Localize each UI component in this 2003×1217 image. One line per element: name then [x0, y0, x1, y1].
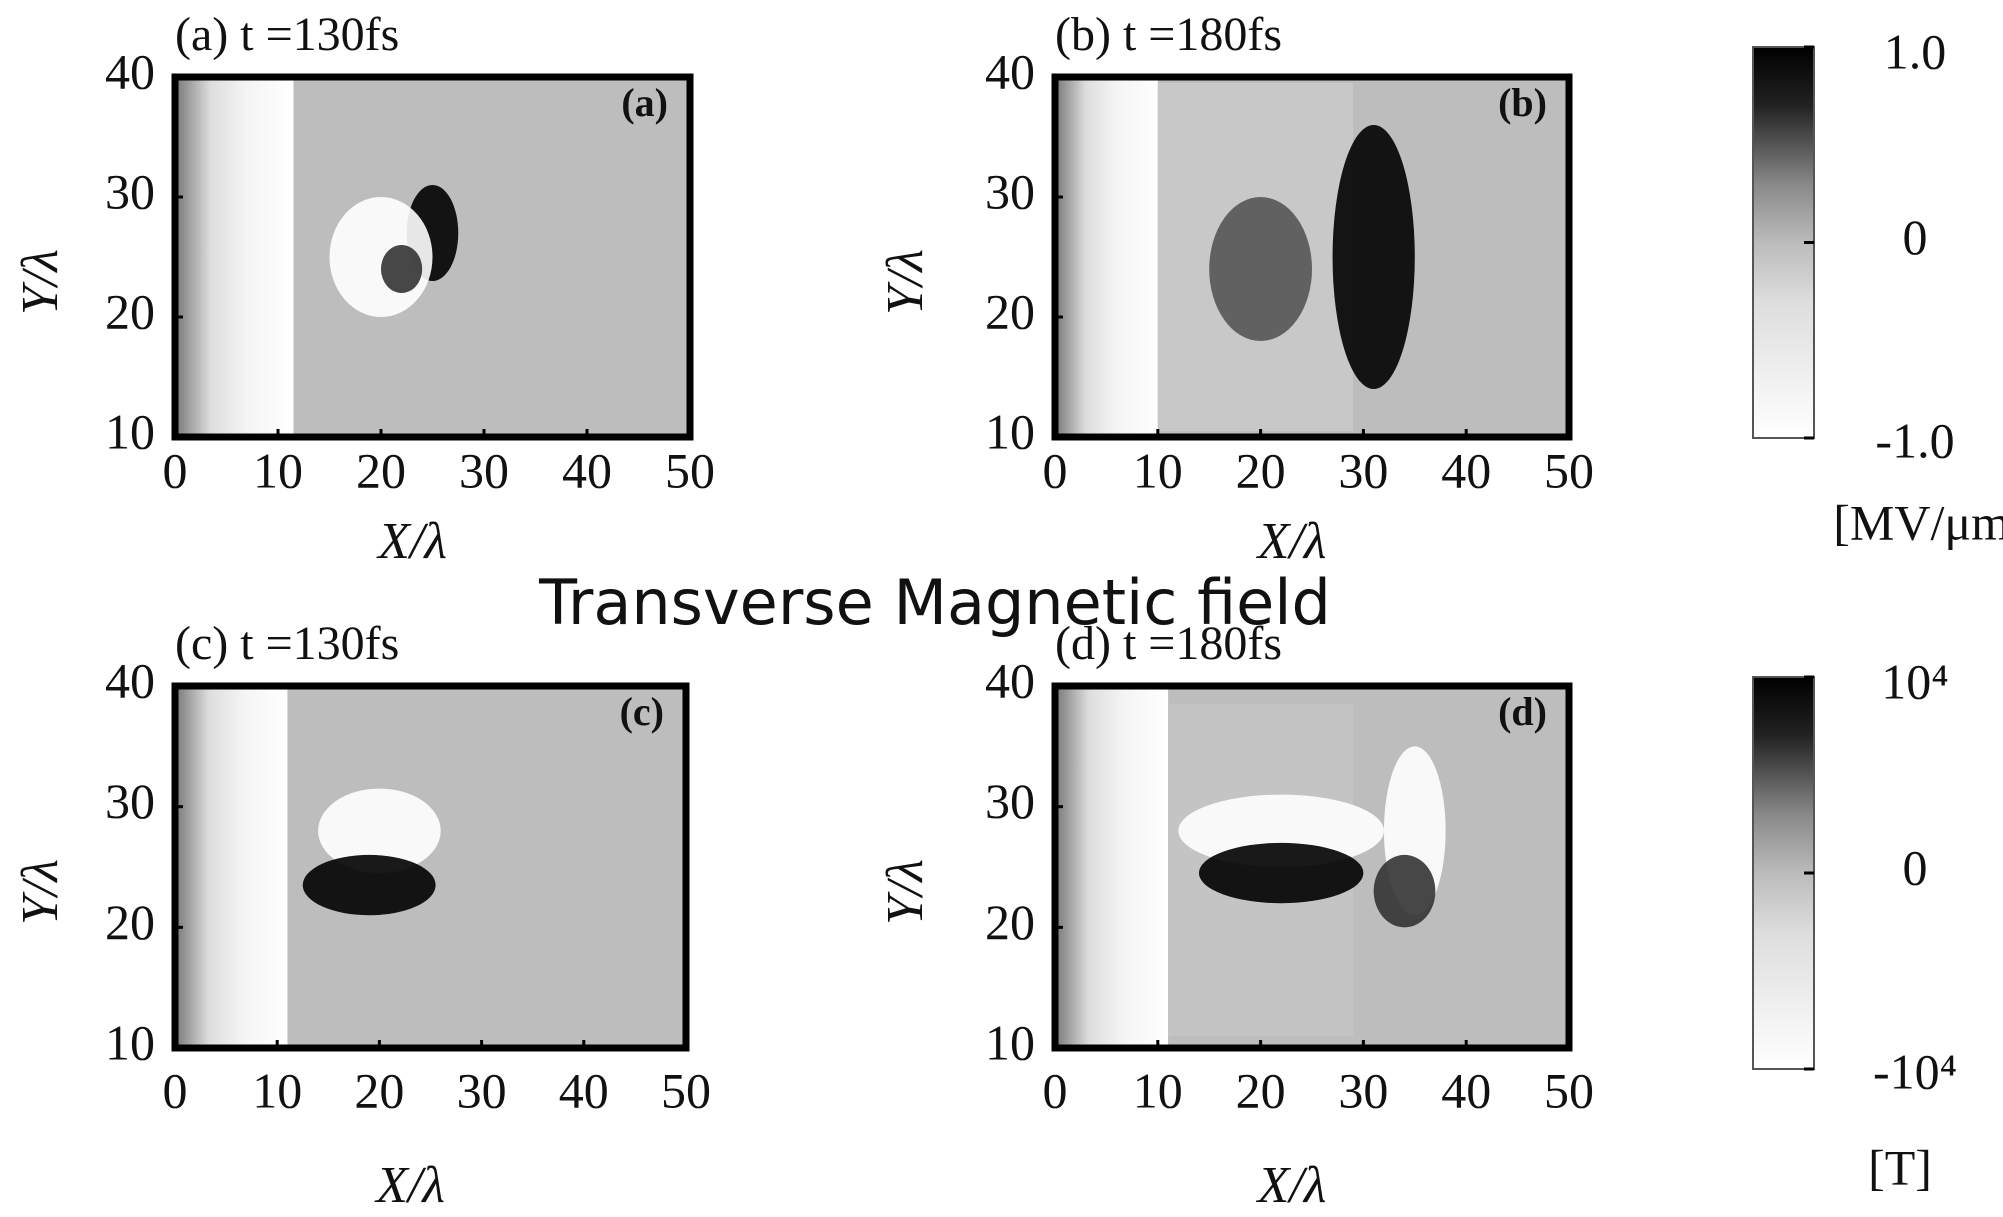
field-region: [1055, 686, 1169, 1048]
x-tick-label: 30: [457, 1062, 507, 1118]
field-region: [302, 854, 436, 916]
field-region: [1178, 794, 1384, 867]
x-tick-label: 50: [1544, 1062, 1594, 1118]
x-axis-label: X/λ: [376, 513, 447, 570]
plot-frame: [171, 682, 690, 1052]
colorbar: [1752, 46, 1815, 439]
field-region: [381, 245, 423, 293]
y-tick-label: 20: [105, 283, 155, 339]
x-tick-label: 30: [1338, 1062, 1388, 1118]
y-tick-label: 30: [105, 163, 155, 219]
y-tick-label: 30: [985, 163, 1035, 219]
plot-frame: [1051, 73, 1573, 441]
heading: Transverse Magnetic field: [538, 566, 1331, 639]
field-region: [1332, 125, 1415, 389]
colorbar-label: [MV/μm]: [1833, 494, 2003, 550]
x-tick-label: 10: [252, 1062, 302, 1118]
y-tick-label: 20: [985, 283, 1035, 339]
heatmap-panel: [175, 77, 690, 437]
colorbar-tick-label: 10⁴: [1881, 653, 1948, 709]
x-tick-label: 50: [661, 1062, 711, 1118]
plot-frame: [171, 73, 694, 441]
y-axis-label: Y/λ: [877, 249, 934, 315]
field-region: [1373, 854, 1436, 928]
heatmap-panel: [175, 686, 686, 1048]
x-tick-label: 10: [1133, 1062, 1183, 1118]
x-tick-label: 20: [1236, 442, 1286, 498]
colorbar-tick-label: -10⁴: [1873, 1043, 1957, 1099]
panel-label: (c): [620, 689, 664, 734]
x-tick-label: 0: [1043, 442, 1068, 498]
y-axis-label: Y/λ: [12, 249, 69, 315]
panel-title: (b) t =180fs: [1055, 8, 1282, 61]
colorbar: [1752, 676, 1815, 1070]
y-tick-label: 40: [985, 43, 1035, 99]
x-tick-label: 50: [1544, 442, 1594, 498]
colorbar-tick-label: -1.0: [1875, 412, 1954, 468]
panel-title: (a) t =130fs: [175, 8, 399, 61]
field-image: [1055, 77, 1569, 437]
y-axis-label: Y/λ: [12, 859, 69, 925]
panel-title: (d) t =180fs: [1055, 617, 1282, 670]
field-region: [318, 788, 441, 874]
x-tick-label: 30: [459, 442, 509, 498]
panel-label: (b): [1498, 80, 1547, 125]
y-tick-label: 30: [985, 773, 1035, 829]
x-axis-label: X/λ: [374, 1157, 445, 1214]
plot-frame: [1051, 682, 1573, 1052]
x-tick-label: 20: [354, 1062, 404, 1118]
x-tick-label: 40: [559, 1062, 609, 1118]
x-tick-label: 40: [1441, 1062, 1491, 1118]
x-tick-label: 50: [665, 442, 715, 498]
heatmap-panel: [1055, 77, 1569, 437]
field-image: [175, 686, 686, 1048]
x-tick-label: 30: [1338, 442, 1388, 498]
y-tick-label: 10: [105, 403, 155, 459]
x-axis-label: X/λ: [1256, 513, 1327, 570]
y-tick-label: 20: [985, 894, 1035, 950]
heatmap-panel: [1055, 686, 1569, 1048]
x-tick-label: 20: [356, 442, 406, 498]
y-tick-label: 10: [105, 1014, 155, 1070]
y-axis-label: Y/λ: [877, 859, 934, 925]
field-region: [1055, 77, 1158, 437]
colorbar-label: [T]: [1868, 1139, 1932, 1195]
field-region: [175, 77, 294, 437]
panel-label: (d): [1498, 689, 1547, 734]
x-tick-label: 40: [1441, 442, 1491, 498]
colorbar-tick-label: 0: [1903, 839, 1928, 895]
panel-label: (a): [621, 80, 668, 125]
x-tick-label: 10: [1133, 442, 1183, 498]
y-tick-label: 40: [985, 652, 1035, 708]
colorbar-tick-label: 1.0: [1884, 23, 1947, 79]
colorbar-tick-label: 0: [1903, 209, 1928, 265]
field-region: [1209, 197, 1312, 341]
field-region: [175, 686, 288, 1048]
x-tick-label: 0: [163, 442, 188, 498]
y-tick-label: 10: [985, 1014, 1035, 1070]
y-tick-label: 20: [105, 894, 155, 950]
field-region: [1198, 842, 1364, 904]
panel-title: (c) t =130fs: [175, 617, 399, 670]
x-tick-label: 40: [562, 442, 612, 498]
x-axis-label: X/λ: [1256, 1157, 1327, 1214]
x-tick-label: 0: [1043, 1062, 1068, 1118]
y-tick-label: 40: [105, 652, 155, 708]
field-image: [1055, 686, 1569, 1048]
y-tick-label: 40: [105, 43, 155, 99]
x-tick-label: 0: [163, 1062, 188, 1118]
x-tick-label: 20: [1236, 1062, 1286, 1118]
y-tick-label: 10: [985, 403, 1035, 459]
x-tick-label: 10: [253, 442, 303, 498]
y-tick-label: 30: [105, 773, 155, 829]
field-image: [175, 77, 690, 437]
